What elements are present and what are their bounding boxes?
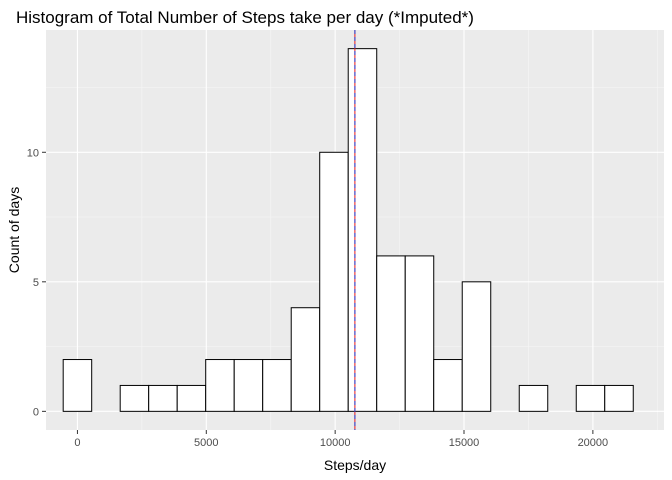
- x-tick-label: 0: [74, 437, 80, 449]
- x-tick-label: 15000: [449, 437, 480, 449]
- histogram-bar: [176, 384, 207, 412]
- chart-title: Histogram of Total Number of Steps take …: [16, 8, 474, 27]
- histogram-bar: [404, 255, 435, 412]
- histogram-bar: [62, 359, 93, 412]
- x-axis-ticks: 0 5000 10000 15000 20000: [74, 430, 608, 449]
- histogram-bar: [205, 359, 235, 412]
- histogram-bar: [604, 384, 634, 412]
- histogram-bar: [347, 48, 378, 412]
- histogram-bar: [233, 359, 264, 412]
- histogram-bar: [148, 384, 178, 412]
- histogram-bar: [461, 281, 492, 412]
- histogram-bar: [290, 307, 321, 412]
- histogram-bar: [376, 255, 406, 412]
- histogram-bar: [575, 384, 606, 412]
- x-axis-title: Steps/day: [324, 457, 386, 473]
- histogram-bars: [62, 48, 634, 412]
- x-tick-label: 10000: [320, 437, 351, 449]
- y-tick-label: 5: [33, 277, 39, 289]
- histogram-bar: [433, 359, 463, 412]
- y-axis-ticks: 0 5 10: [27, 147, 46, 418]
- histogram-bar: [319, 151, 349, 412]
- x-tick-label: 20000: [578, 437, 609, 449]
- x-tick-label: 5000: [194, 437, 218, 449]
- histogram-bar: [518, 384, 549, 412]
- y-tick-label: 10: [27, 147, 39, 159]
- y-axis-title: Count of days: [6, 187, 22, 273]
- y-tick-label: 0: [33, 406, 39, 418]
- histogram-bar: [262, 359, 292, 412]
- histogram-bar: [119, 384, 150, 412]
